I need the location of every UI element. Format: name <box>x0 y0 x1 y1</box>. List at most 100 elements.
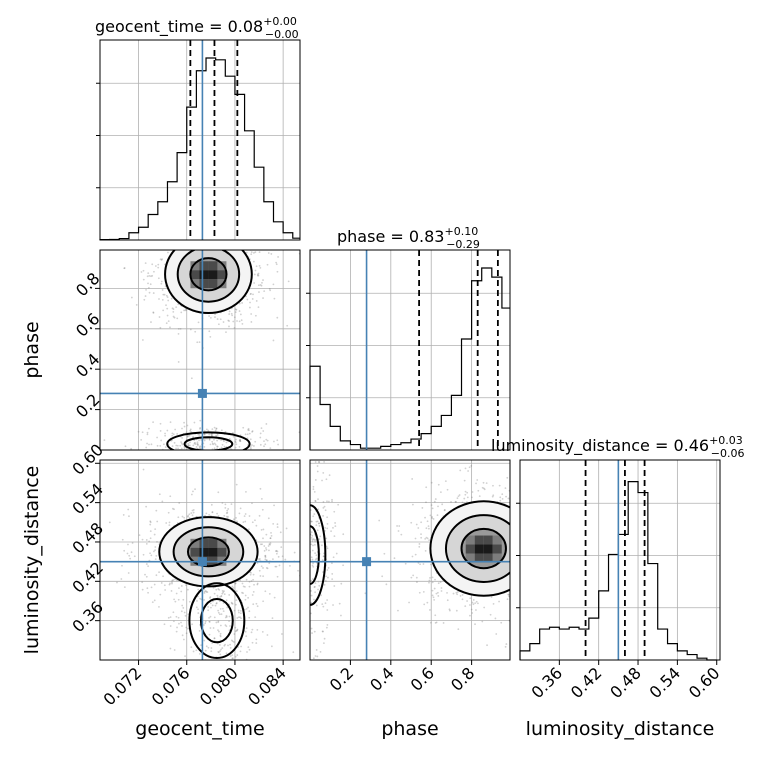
scatter-point <box>286 522 288 524</box>
density-cell <box>190 538 200 548</box>
scatter-point <box>163 584 166 587</box>
scatter-point <box>279 531 282 534</box>
scatter-point <box>192 490 194 493</box>
scatter-point <box>142 269 145 272</box>
scatter-point <box>178 502 181 504</box>
scatter-point <box>524 564 526 566</box>
scatter-point <box>249 445 252 448</box>
scatter-point <box>141 581 144 584</box>
scatter-point <box>530 570 532 572</box>
scatter-point <box>521 553 523 555</box>
scatter-point <box>545 548 547 550</box>
scatter-point <box>318 538 321 541</box>
scatter-point <box>232 431 234 434</box>
scatter-point <box>128 554 131 557</box>
scatter-point <box>303 523 305 525</box>
scatter-point <box>216 594 219 597</box>
scatter-point <box>168 524 171 527</box>
scatter-point <box>221 647 224 649</box>
scatter-point <box>464 493 467 496</box>
scatter-point <box>152 452 154 454</box>
scatter-point <box>205 245 207 247</box>
scatter-point <box>264 443 267 446</box>
scatter-point <box>320 544 323 547</box>
scatter-point <box>475 600 478 603</box>
scatter-point <box>418 591 421 594</box>
density-cell <box>208 270 218 280</box>
scatter-point <box>174 217 176 219</box>
scatter-point <box>477 602 479 605</box>
scatter-point <box>393 557 396 560</box>
scatter-point <box>223 593 226 596</box>
scatter-point <box>570 520 572 522</box>
scatter-point <box>302 532 304 534</box>
scatter-point <box>530 556 532 558</box>
scatter-point <box>212 238 214 240</box>
scatter-point <box>417 562 420 564</box>
scatter-point <box>492 602 495 605</box>
scatter-point <box>192 650 195 653</box>
scatter-point <box>543 507 545 509</box>
scatter-point <box>181 443 184 446</box>
scatter-point <box>179 444 182 447</box>
scatter-point <box>270 645 273 648</box>
scatter-point <box>446 599 449 602</box>
scatter-point <box>215 242 217 244</box>
scatter-point <box>231 602 233 605</box>
scatter-point <box>256 673 258 675</box>
scatter-point <box>185 431 188 434</box>
xlabel-geocent-time: geocent_time <box>135 718 264 740</box>
scatter-point <box>527 560 529 562</box>
scatter-point <box>264 590 267 593</box>
scatter-point <box>328 474 331 477</box>
scatter-point <box>230 457 232 459</box>
scatter-point <box>526 542 528 544</box>
scatter-point <box>552 488 554 490</box>
scatter-point <box>177 447 179 450</box>
scatter-point <box>325 537 328 540</box>
scatter-point <box>269 447 272 450</box>
scatter-point <box>154 528 157 531</box>
scatter-point <box>165 522 168 524</box>
scatter-point <box>471 496 473 499</box>
scatter-point <box>277 457 279 459</box>
title-luminosity-distance: luminosity_distance = 0.46+0.03 −0.06 <box>491 434 745 460</box>
scatter-point <box>269 537 272 539</box>
scatter-point <box>181 247 183 249</box>
scatter-point <box>172 433 175 436</box>
scatter-point <box>514 567 516 569</box>
scatter-point <box>182 598 185 601</box>
scatter-point <box>249 438 252 441</box>
scatter-point <box>228 594 231 596</box>
scatter-point <box>464 490 467 493</box>
scatter-point <box>147 565 150 568</box>
scatter-point <box>318 525 321 527</box>
scatter-point <box>214 604 217 607</box>
scatter-point <box>256 274 259 277</box>
scatter-point <box>301 516 303 518</box>
scatter-point <box>182 607 185 609</box>
scatter-point <box>164 434 167 437</box>
scatter-point <box>532 577 534 579</box>
scatter-point <box>470 465 473 467</box>
scatter-point <box>228 629 231 632</box>
scatter-point <box>286 564 288 566</box>
scatter-point <box>183 309 185 312</box>
scatter-point <box>211 511 214 513</box>
scatter-point <box>194 443 197 446</box>
scatter-point <box>474 623 476 626</box>
scatter-point <box>475 609 477 611</box>
scatter-point <box>205 645 208 648</box>
density-cell <box>190 261 200 271</box>
scatter-point <box>516 522 518 524</box>
scatter-point <box>217 243 219 245</box>
scatter-point <box>531 574 533 576</box>
scatter-point <box>213 442 216 445</box>
scatter-point <box>192 235 194 237</box>
scatter-point <box>231 602 234 605</box>
scatter-point <box>514 514 516 516</box>
scatter-point <box>296 525 298 527</box>
scatter-point <box>220 595 223 598</box>
scatter-point <box>211 247 213 249</box>
scatter-point <box>265 533 268 536</box>
